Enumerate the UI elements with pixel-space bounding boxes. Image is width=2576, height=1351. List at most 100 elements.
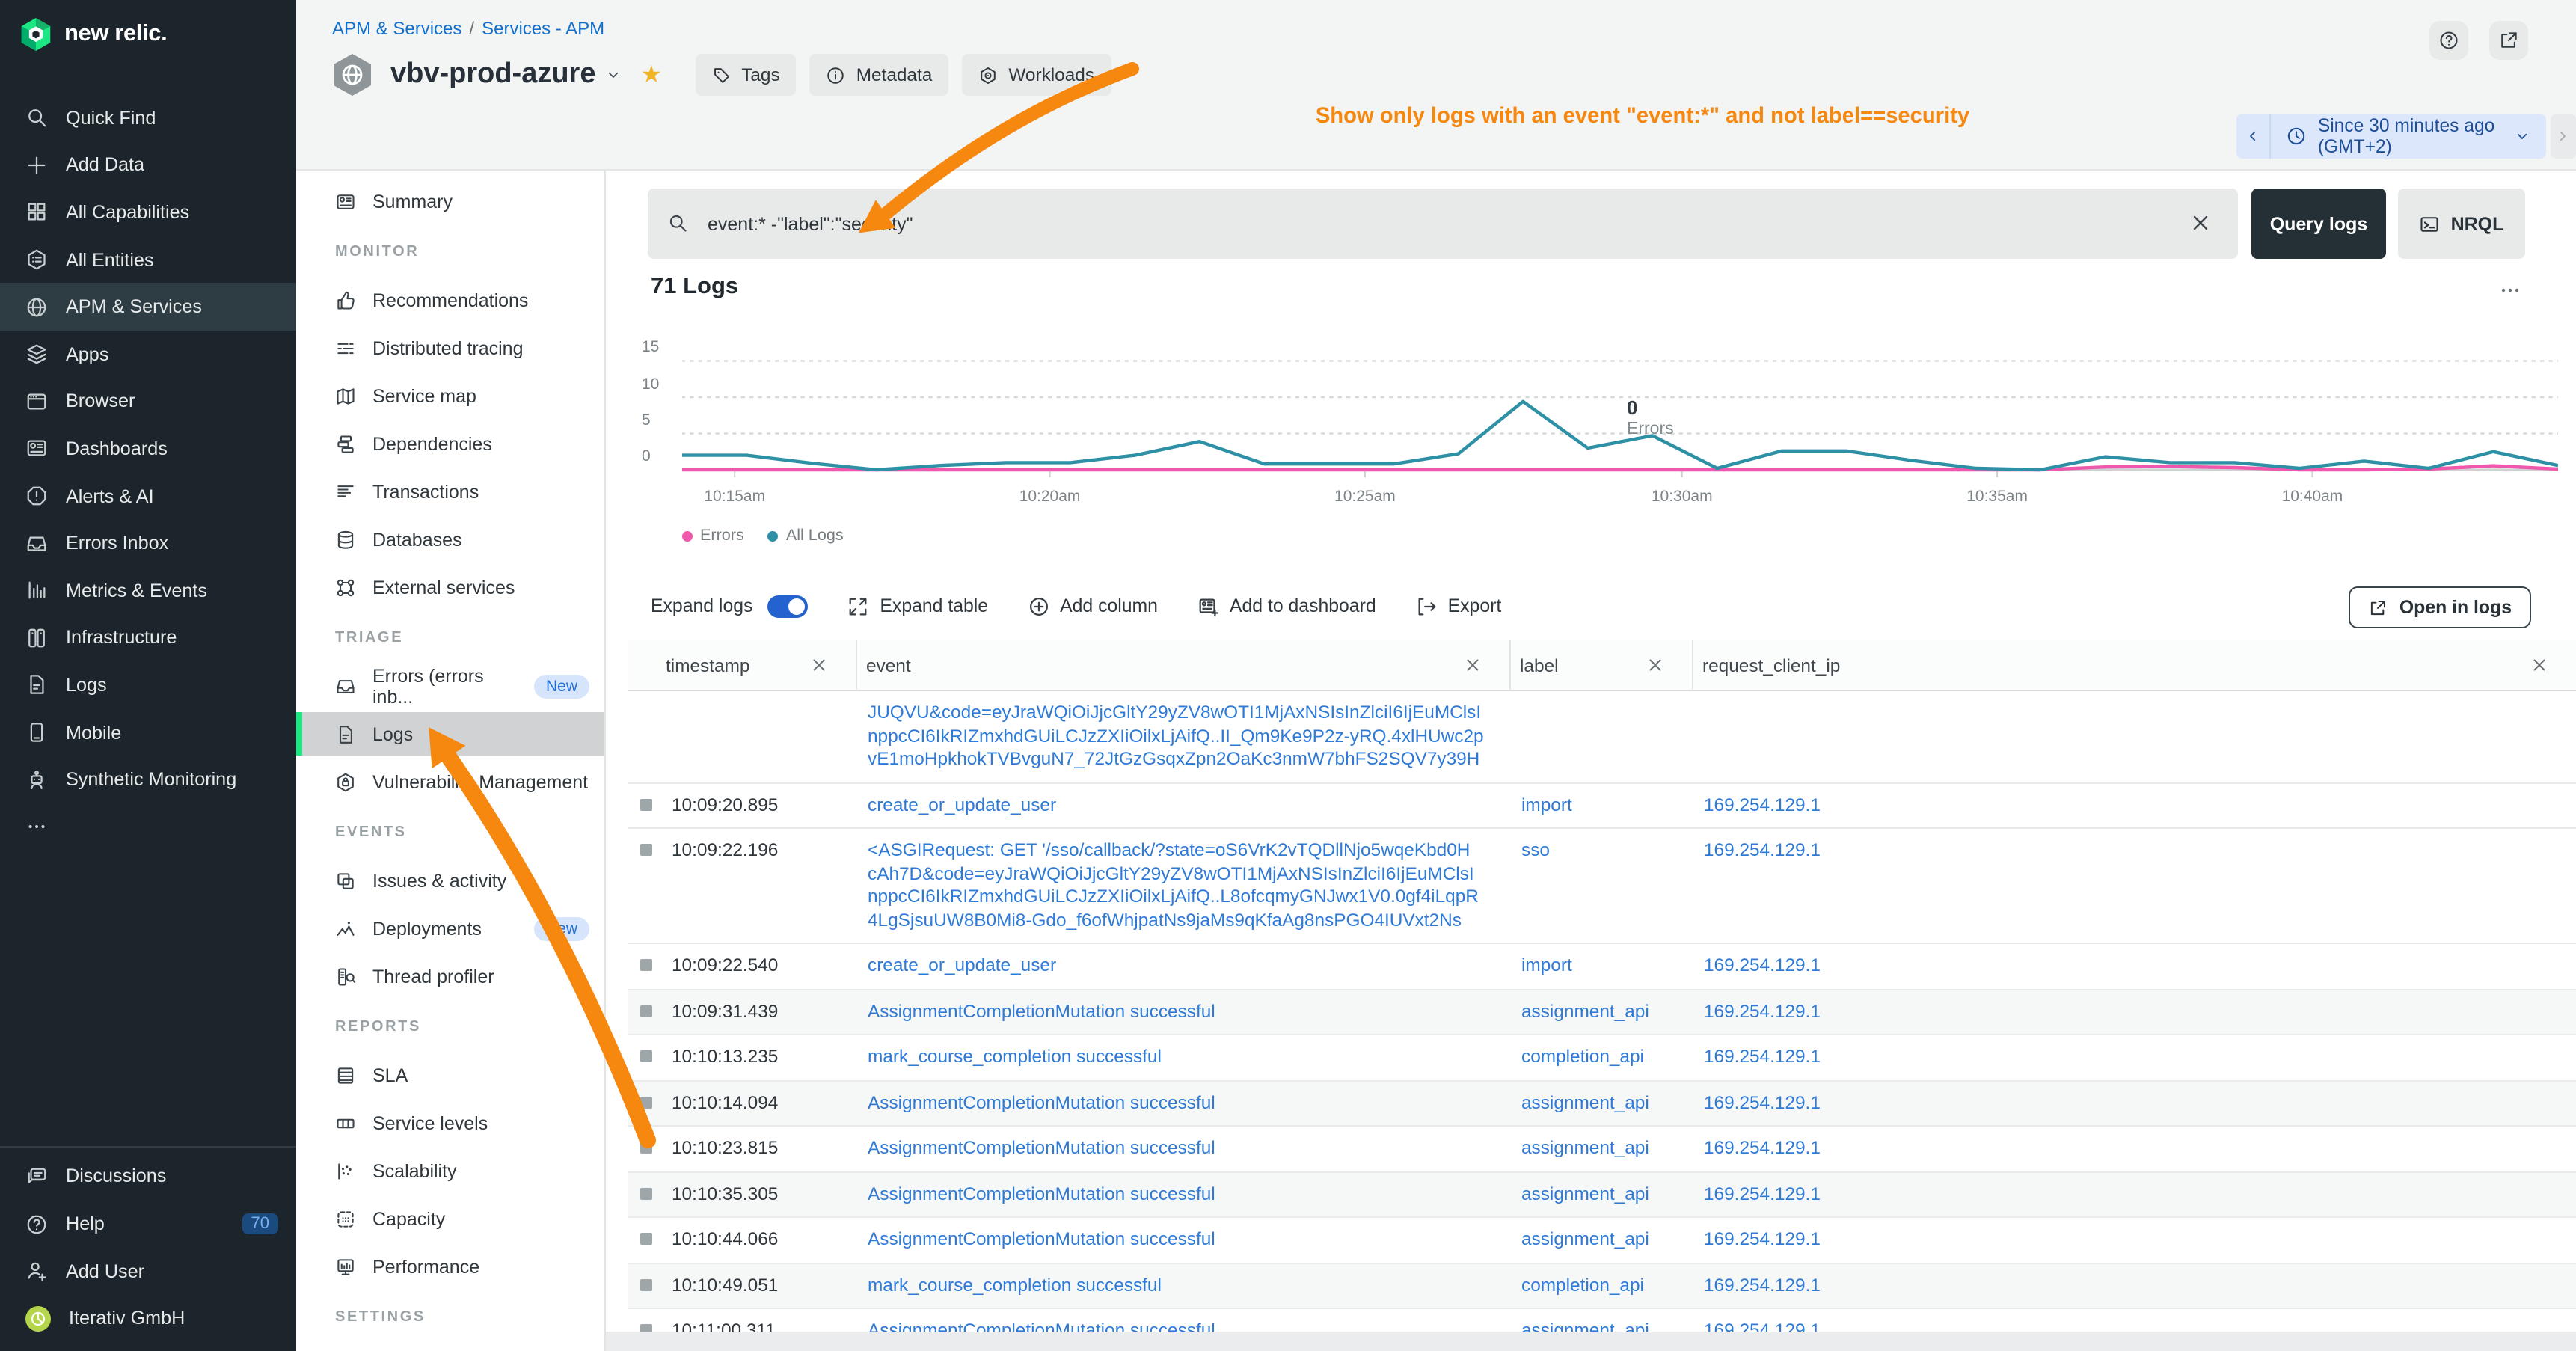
global-nav-item[interactable]: Add Data xyxy=(0,141,296,189)
log-row-marker[interactable] xyxy=(640,1050,652,1062)
query-logs-button[interactable]: Query logs xyxy=(2251,189,2386,259)
toolbar-action[interactable]: Expand table xyxy=(847,595,988,617)
log-row-marker[interactable] xyxy=(640,1233,652,1245)
request-client-ip-cell[interactable]: 169.254.129.1 xyxy=(1704,839,1821,860)
log-row[interactable]: 10:10:23.815 AssignmentCompletionMutatio… xyxy=(628,1127,2576,1172)
remove-column-icon[interactable] xyxy=(809,655,829,675)
entity-action-button[interactable]: Workloads xyxy=(962,54,1111,96)
request-client-ip-cell[interactable]: 169.254.129.1 xyxy=(1704,955,1821,975)
global-nav-item[interactable]: All Capabilities xyxy=(0,189,296,236)
label-cell[interactable]: import xyxy=(1521,955,1572,975)
log-row[interactable]: 10:10:49.051 mark_course_completion succ… xyxy=(628,1263,2576,1309)
label-cell[interactable]: assignment_api xyxy=(1521,1228,1649,1249)
sidebar-item[interactable]: External services xyxy=(296,566,604,609)
sidebar-item[interactable]: Vulnerability Management xyxy=(296,760,604,803)
log-row[interactable]: 10:10:35.305 AssignmentCompletionMutatio… xyxy=(628,1172,2576,1218)
sidebar-item[interactable]: Recommendations xyxy=(296,278,604,322)
sidebar-item[interactable]: Service map xyxy=(296,374,604,417)
event-link[interactable]: mark_course_completion successful xyxy=(868,1274,1162,1295)
legend-item[interactable]: All Logs xyxy=(767,527,844,545)
sidebar-item[interactable]: SLA xyxy=(296,1053,604,1097)
label-cell[interactable]: assignment_api xyxy=(1521,1137,1649,1158)
label-cell[interactable] xyxy=(1509,691,1692,782)
log-row[interactable]: 10:10:44.066 AssignmentCompletionMutatio… xyxy=(628,1218,2576,1263)
column-header[interactable]: label xyxy=(1509,640,1692,690)
log-row[interactable]: 10:10:13.235 mark_course_completion succ… xyxy=(628,1035,2576,1081)
log-row[interactable]: 10:09:20.895 create_or_update_user impor… xyxy=(628,783,2576,829)
request-client-ip-cell[interactable]: 169.254.129.1 xyxy=(1704,1274,1821,1295)
column-header[interactable]: request_client_ip xyxy=(1692,640,2576,690)
request-client-ip-cell[interactable]: 169.254.129.1 xyxy=(1704,1228,1821,1249)
global-nav-item[interactable]: Synthetic Monitoring xyxy=(0,756,296,803)
remove-column-icon[interactable] xyxy=(1646,655,1665,675)
log-row-marker[interactable] xyxy=(640,1005,652,1017)
label-cell[interactable]: sso xyxy=(1521,839,1550,860)
global-nav-item[interactable] xyxy=(0,803,296,851)
label-cell[interactable]: completion_api xyxy=(1521,1274,1644,1295)
column-header[interactable]: event xyxy=(856,640,1509,690)
copy-link-button[interactable] xyxy=(2489,21,2528,60)
log-row[interactable]: 10:10:14.094 AssignmentCompletionMutatio… xyxy=(628,1081,2576,1127)
time-picker[interactable]: Since 30 minutes ago (GMT+2) xyxy=(2236,114,2546,159)
column-header[interactable]: timestamp xyxy=(628,640,856,690)
toolbar-action[interactable]: Add column xyxy=(1027,595,1158,617)
label-cell[interactable]: completion_api xyxy=(1521,1046,1644,1067)
time-back-button[interactable] xyxy=(2236,114,2272,159)
request-client-ip-cell[interactable]: 169.254.129.1 xyxy=(1704,1046,1821,1067)
sidebar-item[interactable]: Distributed tracing xyxy=(296,326,604,370)
sidebar-item[interactable]: Dependencies xyxy=(296,422,604,465)
global-nav-item[interactable]: Metrics & Events xyxy=(0,567,296,614)
request-client-ip-cell[interactable]: 169.254.129.1 xyxy=(1704,1091,1821,1112)
toolbar-action[interactable]: Add to dashboard xyxy=(1197,595,1376,617)
breadcrumb-services-apm[interactable]: Services - APM xyxy=(482,18,605,39)
entity-action-button[interactable]: Tags xyxy=(695,54,797,96)
log-row-marker[interactable] xyxy=(640,798,652,810)
sidebar-item[interactable]: Issues & activity xyxy=(296,859,604,902)
log-row-marker[interactable] xyxy=(640,844,652,856)
event-link[interactable]: AssignmentCompletionMutation successful xyxy=(868,1183,1215,1204)
remove-column-icon[interactable] xyxy=(2530,655,2549,675)
toolbar-action[interactable]: Export xyxy=(1415,595,1501,617)
label-cell[interactable]: import xyxy=(1521,794,1572,815)
sidebar-item[interactable]: Capacity xyxy=(296,1197,604,1240)
event-link[interactable]: 4LgSjsuUW8B0Mi8-Gdo_f6ofWhjpatNs9jaMs9qK… xyxy=(868,909,1462,930)
sidebar-item[interactable]: Summary xyxy=(296,180,604,223)
global-nav-item[interactable]: Infrastructure xyxy=(0,614,296,661)
request-client-ip-cell[interactable] xyxy=(1692,691,2576,782)
event-link[interactable]: vE1moHpkhokTVBvguN7_72JtGzGsqxZpn2OaKc3n… xyxy=(868,748,1480,769)
global-nav-item[interactable]: Alerts & AI xyxy=(0,473,296,520)
log-row[interactable]: 10:09:22.540 create_or_update_user impor… xyxy=(628,944,2576,990)
horizontal-scrollbar-track[interactable] xyxy=(606,1332,2576,1351)
log-row[interactable]: 10:09:31.439 AssignmentCompletionMutatio… xyxy=(628,990,2576,1035)
global-nav-item[interactable]: Quick Find xyxy=(0,94,296,141)
global-nav-item[interactable]: Logs xyxy=(0,661,296,708)
request-client-ip-cell[interactable]: 169.254.129.1 xyxy=(1704,794,1821,815)
log-row-marker[interactable] xyxy=(640,959,652,971)
event-link[interactable]: <ASGIRequest: GET '/sso/callback/?state=… xyxy=(868,839,1471,860)
sidebar-item[interactable]: Transactions xyxy=(296,470,604,513)
sidebar-item[interactable]: Logs xyxy=(296,712,604,756)
entity-action-button[interactable]: Metadata xyxy=(809,54,949,96)
more-options-icon[interactable] xyxy=(2498,278,2522,302)
event-link[interactable]: JUQVU&code=eyJraWQiOiJjcGltY29yZV8wOTI1M… xyxy=(868,702,1482,723)
sidebar-item[interactable]: Thread profiler xyxy=(296,955,604,998)
event-link[interactable]: create_or_update_user xyxy=(868,955,1057,975)
event-link[interactable]: AssignmentCompletionMutation successful xyxy=(868,1091,1215,1112)
global-nav-item[interactable]: All Entities xyxy=(0,236,296,284)
event-link[interactable]: mark_course_completion successful xyxy=(868,1046,1162,1067)
label-cell[interactable]: assignment_api xyxy=(1521,1091,1649,1112)
log-row-marker[interactable] xyxy=(640,1278,652,1290)
nrql-button[interactable]: NRQL xyxy=(2398,189,2525,259)
request-client-ip-cell[interactable]: 169.254.129.1 xyxy=(1704,1000,1821,1021)
event-link[interactable]: AssignmentCompletionMutation successful xyxy=(868,1228,1215,1249)
chevron-down-icon[interactable] xyxy=(605,66,623,84)
global-nav-item[interactable]: Mobile xyxy=(0,708,296,756)
global-footer-item[interactable]: Help 70 xyxy=(0,1200,296,1247)
global-nav-item[interactable]: Dashboards xyxy=(0,425,296,472)
expand-logs-toggle[interactable] xyxy=(767,595,809,617)
newrelic-logo[interactable]: new relic. xyxy=(0,0,296,69)
global-footer-item[interactable]: Add User xyxy=(0,1248,296,1295)
global-footer-item[interactable]: Discussions xyxy=(0,1153,296,1200)
label-cell[interactable]: assignment_api xyxy=(1521,1183,1649,1204)
log-row-marker[interactable] xyxy=(640,1187,652,1199)
